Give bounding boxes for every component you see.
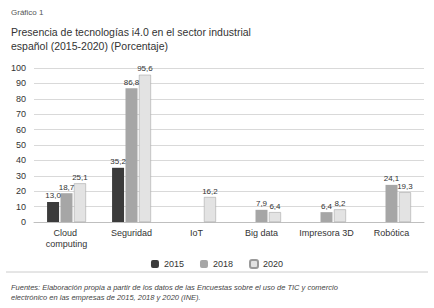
svg-text:electrónico en las empresas de: electrónico en las empresas de 2015, 201…	[11, 293, 201, 302]
svg-text:Presencia de tecnologías i4.0: Presencia de tecnologías i4.0 en el sect…	[11, 26, 254, 38]
svg-text:computing: computing	[46, 239, 88, 249]
svg-text:Gráfico 1: Gráfico 1	[11, 8, 44, 17]
svg-text:Cloud: Cloud	[53, 228, 79, 238]
svg-text:19,3: 19,3	[397, 182, 413, 191]
svg-text:35,2: 35,2	[110, 157, 126, 166]
svg-text:13,0: 13,0	[45, 191, 61, 200]
svg-text:8,2: 8,2	[334, 199, 346, 208]
svg-text:18,7: 18,7	[59, 183, 75, 192]
svg-text:0: 0	[21, 217, 26, 227]
svg-text:95,6: 95,6	[137, 64, 153, 73]
svg-text:80: 80	[16, 94, 26, 104]
svg-text:10: 10	[16, 202, 26, 212]
svg-text:100: 100	[11, 63, 26, 73]
svg-text:2018: 2018	[213, 259, 233, 269]
svg-text:2020: 2020	[263, 259, 283, 269]
svg-text:24,1: 24,1	[383, 174, 400, 184]
svg-text:IoT: IoT	[190, 228, 204, 238]
svg-text:70: 70	[16, 109, 26, 119]
svg-text:2015: 2015	[164, 259, 184, 269]
svg-text:16,2: 16,2	[202, 187, 218, 196]
svg-text:60: 60	[16, 125, 26, 135]
svg-text:Impresora 3D: Impresora 3D	[299, 228, 354, 238]
svg-text:40: 40	[16, 155, 26, 165]
svg-text:20: 20	[16, 186, 26, 196]
svg-text:Robótica: Robótica	[374, 228, 410, 238]
svg-text:Fuentes: Elaboración propia a: Fuentes: Elaboración propia a partir de …	[11, 283, 340, 292]
svg-text:6,4: 6,4	[269, 202, 281, 211]
svg-text:7,9: 7,9	[256, 199, 268, 208]
svg-text:25,1: 25,1	[72, 173, 88, 182]
svg-text:86,8: 86,8	[124, 78, 140, 87]
svg-text:6,4: 6,4	[321, 202, 333, 211]
svg-text:español (2015-2020) (Porcentaj: español (2015-2020) (Porcentaje)	[11, 40, 168, 52]
svg-text:Big data: Big data	[245, 228, 278, 238]
svg-text:50: 50	[16, 140, 26, 150]
svg-text:30: 30	[16, 171, 26, 181]
svg-text:Seguridad: Seguridad	[111, 228, 152, 238]
svg-text:90: 90	[16, 78, 26, 88]
